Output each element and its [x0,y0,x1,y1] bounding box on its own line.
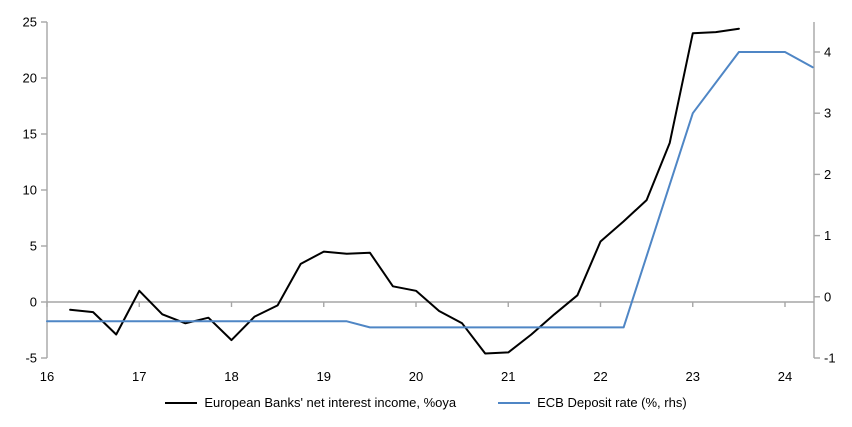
left-axis-tick-label: 15 [23,127,37,142]
legend-label-ecb-deposit-rate: ECB Deposit rate (%, rhs) [537,395,687,410]
blue-line-swatch [498,401,531,404]
x-axis-tick-label: 17 [132,369,146,384]
x-axis-tick-label: 19 [317,369,331,384]
right-axis-tick-label: 1 [824,228,831,243]
left-axis-tick-label: 10 [23,183,37,198]
left-axis-tick-label: 0 [30,295,37,310]
x-axis-tick-label: 22 [593,369,607,384]
legend-label-net-interest-income: European Banks' net interest income, %oy… [204,395,457,410]
right-axis-tick-label: 2 [824,167,831,182]
right-axis-tick-label: 3 [824,106,831,121]
x-axis-tick-label: 24 [778,369,792,384]
left-axis-tick-label: -5 [25,351,37,366]
legend-item-ecb-deposit-rate: ECB Deposit rate (%, rhs) [498,395,687,410]
x-axis-tick-label: 23 [686,369,700,384]
black-line-swatch [165,401,198,404]
right-axis-tick-label: -1 [824,351,836,366]
left-axis-tick-label: 5 [30,239,37,254]
x-axis-tick-label: 16 [40,369,54,384]
right-axis-tick-label: 4 [824,44,831,59]
right-axis-tick-label: 0 [824,289,831,304]
left-axis-tick-label: 20 [23,71,37,86]
left-axis-tick-label: 25 [23,15,37,30]
chart-legend: European Banks' net interest income, %oy… [0,395,852,410]
legend-item-net-interest-income: European Banks' net interest income, %oy… [165,395,456,410]
x-axis-tick-label: 20 [409,369,423,384]
x-axis-tick-label: 18 [224,369,238,384]
x-axis-tick-label: 21 [501,369,515,384]
series-line-ecb-deposit-rate [46,51,814,329]
series-line-european-banks-nii [69,27,740,355]
